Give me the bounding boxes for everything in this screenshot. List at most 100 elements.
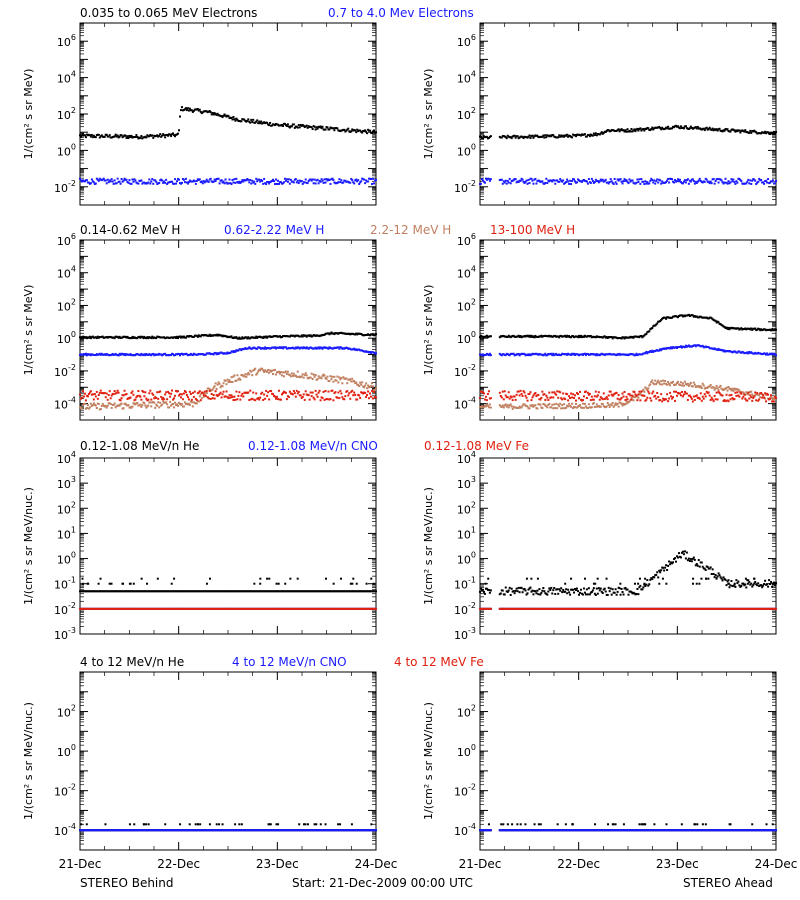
- data-point: [748, 182, 751, 185]
- data-point: [485, 399, 488, 402]
- data-point: [365, 582, 368, 585]
- data-point: [276, 395, 279, 398]
- data-point: [136, 337, 139, 340]
- data-point: [136, 394, 139, 397]
- data-point: [634, 130, 637, 133]
- data-point: [184, 177, 187, 180]
- data-point: [358, 385, 361, 388]
- data-point: [238, 336, 241, 339]
- data-point: [643, 183, 646, 186]
- data-point: [172, 402, 175, 405]
- data-point: [215, 387, 218, 390]
- data-point: [555, 402, 558, 405]
- data-point: [117, 354, 120, 357]
- data-point: [593, 181, 596, 184]
- data-point: [219, 391, 222, 394]
- data-point: [692, 381, 695, 384]
- data-point: [613, 177, 616, 180]
- data-point: [279, 398, 282, 401]
- data-point: [622, 180, 625, 183]
- data-point: [294, 395, 297, 398]
- data-point: [716, 387, 719, 390]
- data-point: [589, 399, 592, 402]
- data-point: [611, 401, 614, 404]
- data-point: [517, 406, 520, 409]
- data-point: [502, 398, 505, 401]
- data-point: [227, 380, 230, 383]
- data-point: [577, 334, 580, 337]
- data-point: [257, 370, 260, 373]
- data-point: [193, 180, 196, 183]
- data-point: [79, 177, 81, 180]
- data-point: [252, 118, 255, 121]
- data-point: [710, 182, 713, 185]
- y-tick-label: 102: [457, 297, 476, 313]
- data-point: [332, 399, 335, 402]
- data-point: [663, 382, 666, 385]
- data-point: [691, 385, 694, 388]
- data-point: [181, 398, 184, 401]
- data-point: [522, 180, 525, 183]
- data-point: [225, 390, 228, 393]
- data-point: [176, 180, 179, 183]
- data-point: [749, 394, 752, 397]
- data-point: [287, 178, 290, 181]
- data-point: [186, 107, 189, 110]
- data-point: [204, 395, 207, 398]
- data-point: [313, 125, 316, 128]
- data-point: [297, 182, 300, 185]
- data-point: [769, 181, 772, 184]
- data-point: [223, 182, 226, 185]
- y-tick-label: 104: [57, 265, 76, 281]
- data-point: [132, 393, 135, 396]
- data-point: [125, 136, 128, 139]
- data-point: [267, 368, 270, 371]
- data-point: [731, 180, 734, 183]
- data-point: [175, 182, 178, 185]
- data-point: [143, 402, 146, 405]
- data-point: [615, 391, 618, 394]
- data-point: [156, 391, 159, 394]
- data-point: [671, 127, 674, 130]
- data-point: [637, 180, 640, 183]
- data-point: [163, 134, 166, 137]
- data-point: [253, 368, 256, 371]
- data-point: [527, 135, 530, 138]
- data-point: [263, 393, 266, 396]
- data-point: [234, 181, 237, 184]
- data-point: [612, 405, 615, 408]
- data-point: [259, 122, 262, 125]
- data-point: [562, 392, 565, 395]
- data-point: [676, 180, 679, 183]
- data-point: [246, 373, 249, 376]
- data-point: [643, 390, 646, 393]
- data-point: [228, 379, 231, 382]
- data-point: [538, 179, 541, 182]
- data-point: [758, 177, 761, 180]
- data-point: [321, 374, 324, 377]
- data-point: [187, 402, 190, 405]
- data-point: [552, 396, 555, 399]
- data-point: [581, 402, 584, 405]
- data-point: [482, 406, 485, 409]
- data-point: [268, 182, 271, 185]
- data-point: [661, 126, 664, 129]
- data-point: [292, 390, 295, 393]
- data-point: [228, 178, 231, 181]
- data-point: [375, 387, 377, 390]
- data-point: [211, 112, 214, 115]
- data-point: [95, 390, 98, 393]
- data-point: [211, 388, 214, 391]
- data-point: [545, 136, 548, 139]
- data-point: [190, 401, 193, 404]
- data-point: [184, 107, 187, 110]
- data-point: [149, 401, 152, 404]
- data-point: [576, 181, 579, 184]
- data-point: [696, 125, 699, 128]
- data-point: [482, 392, 485, 395]
- data-point: [558, 180, 561, 183]
- data-point: [82, 395, 85, 398]
- data-point: [526, 405, 529, 408]
- data-point: [277, 389, 280, 392]
- data-point: [595, 134, 598, 137]
